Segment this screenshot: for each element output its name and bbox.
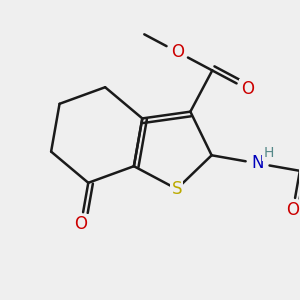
Text: O: O: [74, 215, 88, 233]
Text: O: O: [171, 43, 184, 61]
Text: O: O: [241, 80, 254, 98]
Text: O: O: [286, 201, 299, 219]
Text: H: H: [264, 146, 274, 160]
Text: S: S: [172, 180, 182, 198]
Text: N: N: [251, 154, 264, 172]
